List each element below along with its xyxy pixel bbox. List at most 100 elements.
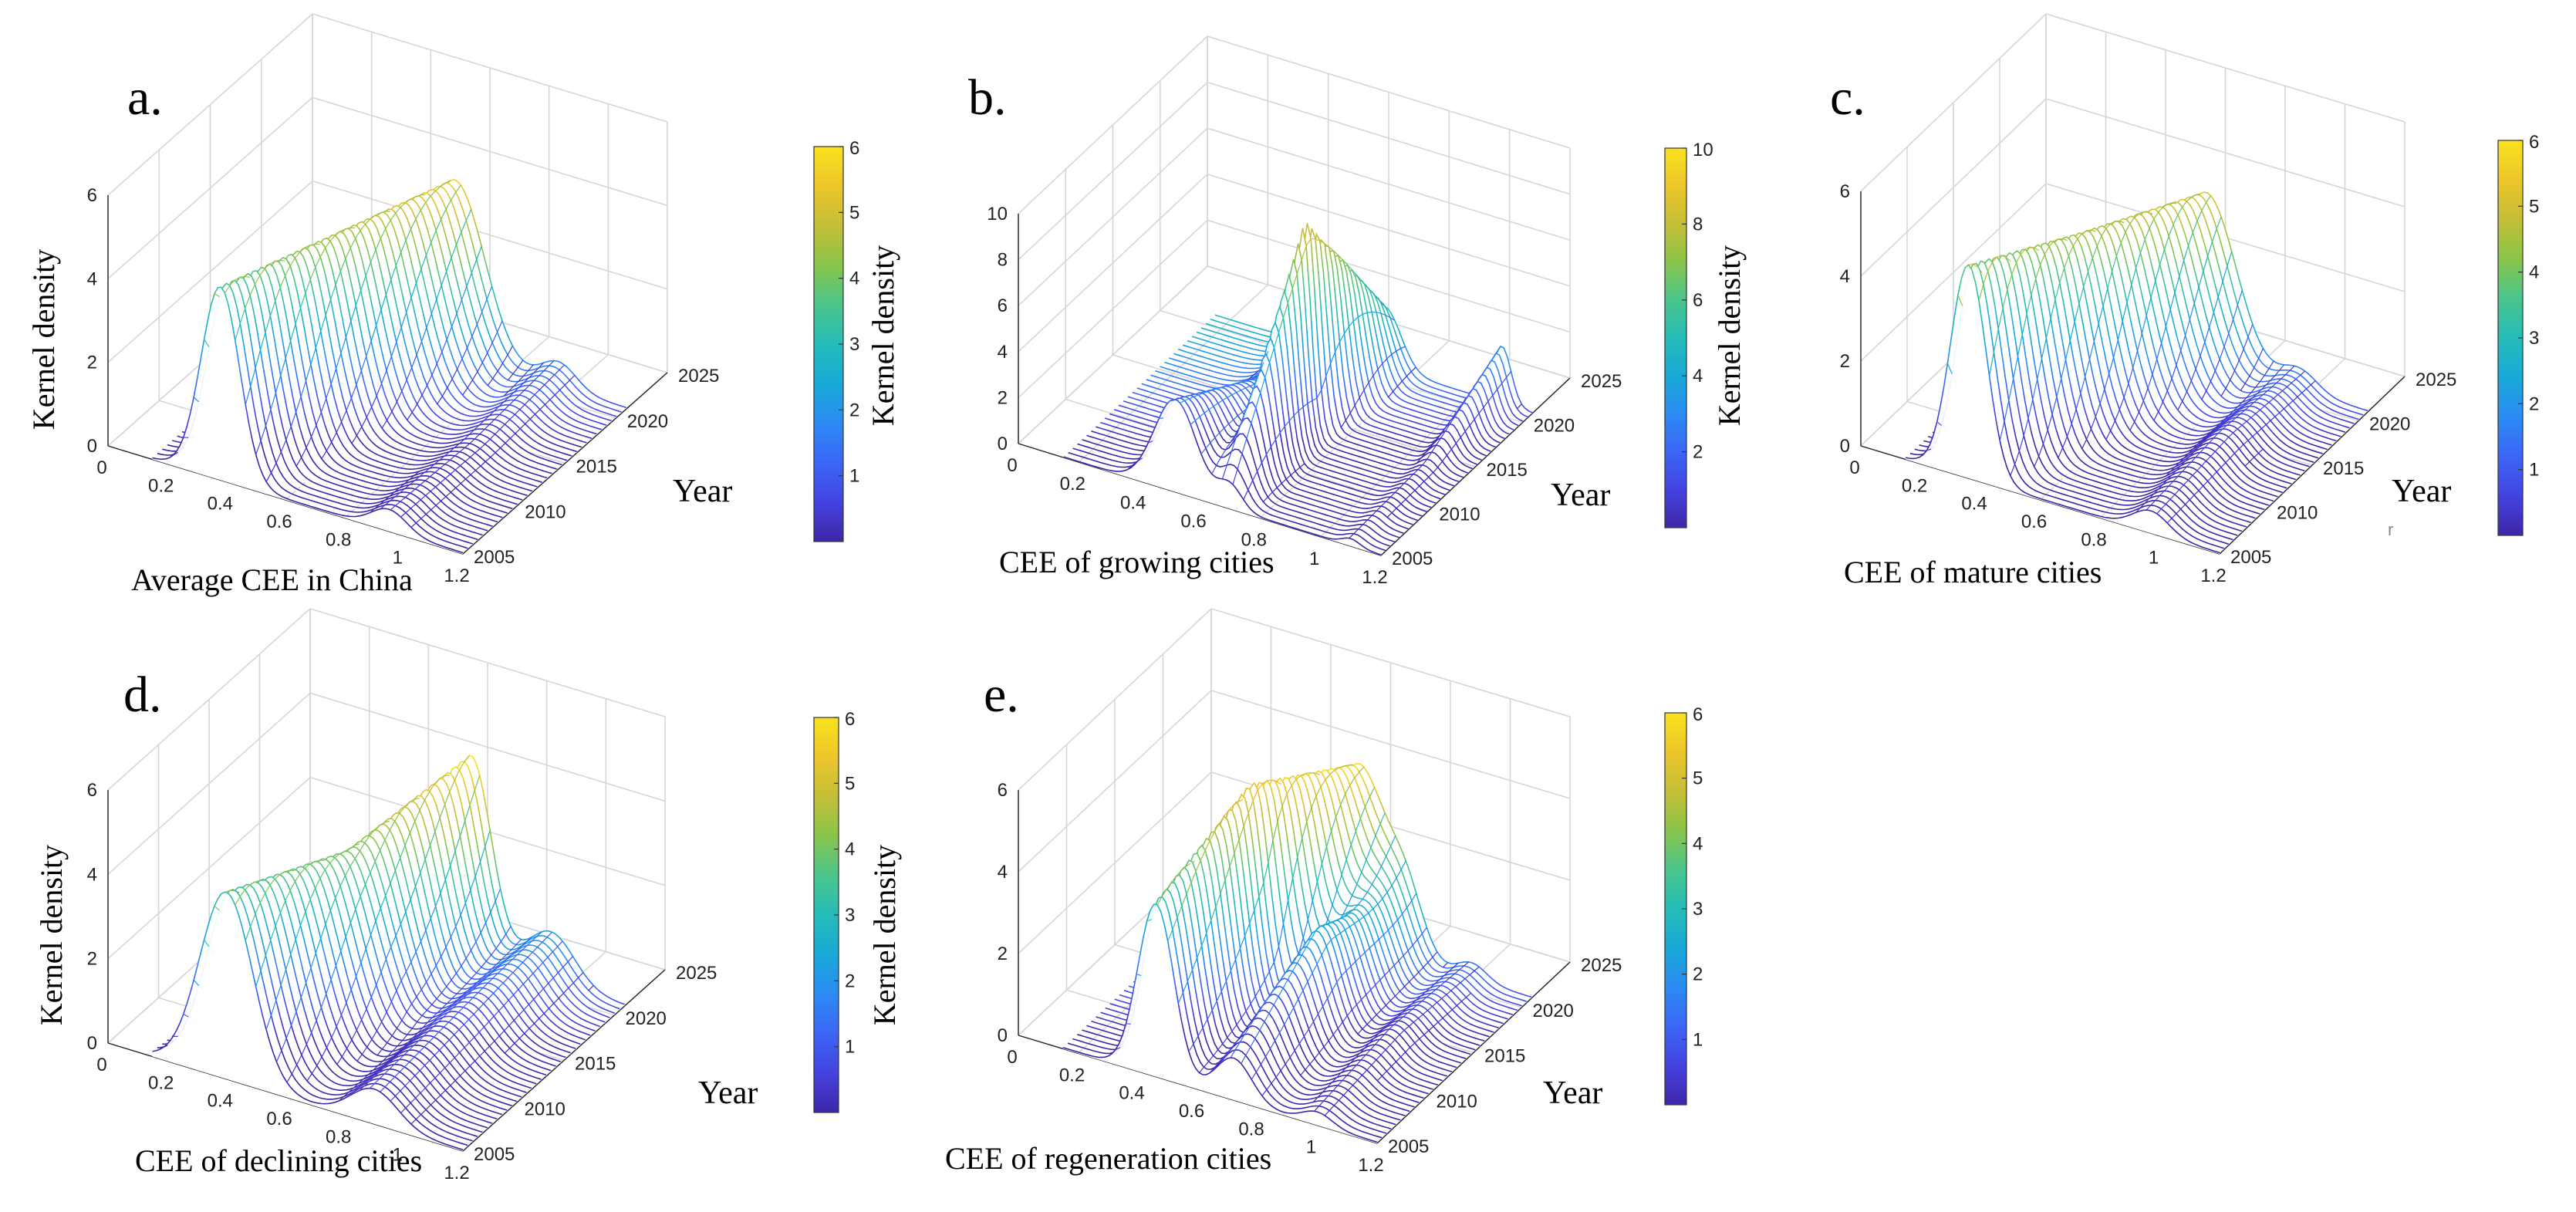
surface-rib-a xyxy=(426,374,433,386)
surface-rib-d xyxy=(470,876,476,890)
surface-rib-c xyxy=(2255,409,2260,414)
surface-rib-b xyxy=(1342,259,1349,265)
surface-rib-c xyxy=(2173,476,2179,482)
x-tick-e: 0.8 xyxy=(1238,1119,1264,1139)
surface-rib-b xyxy=(1436,437,1442,446)
surface-rib-c xyxy=(2120,231,2126,244)
surface-rib-e xyxy=(1234,947,1241,960)
surface-rib-e xyxy=(1292,856,1298,879)
surface-rib-b xyxy=(1406,371,1412,377)
surface-rib-d xyxy=(420,1109,427,1116)
surface-rib-c xyxy=(2195,356,2201,370)
surface-rib-d xyxy=(360,948,366,964)
surface-rib-a xyxy=(404,484,410,489)
surface-rib-b xyxy=(1274,432,1281,441)
surface-rib-a xyxy=(325,299,332,316)
z-tick-b: 0 xyxy=(998,434,1008,454)
surface-rib-b xyxy=(1401,376,1407,382)
surface-rib-b xyxy=(1335,342,1341,353)
surface-rib-a xyxy=(360,356,367,371)
surface-rib-c xyxy=(2169,467,2176,472)
surface-rib-d xyxy=(410,951,417,963)
surface-rib-a xyxy=(279,275,286,288)
surface-rib-d xyxy=(517,962,524,968)
y-tick-c: 2010 xyxy=(2277,503,2318,524)
surface-rib-c xyxy=(2187,474,2193,481)
surface-rib-c xyxy=(2206,455,2211,461)
surface-rib-e xyxy=(1396,1056,1402,1062)
surface-rib-a xyxy=(461,347,468,360)
surface-rib-a xyxy=(415,194,420,197)
surface-rib-e xyxy=(1380,1049,1386,1055)
surface-rib-d xyxy=(414,798,420,800)
surface-rib-e xyxy=(1460,978,1466,984)
surface-rib-d xyxy=(511,944,517,950)
surface-rib-a xyxy=(385,279,392,295)
surface-rib-c xyxy=(2212,429,2217,434)
surface-rib-d xyxy=(269,878,275,886)
surface-rib-a xyxy=(518,382,525,388)
surface-rib-c xyxy=(2179,484,2184,491)
surface-rib-b xyxy=(1213,403,1219,407)
surface-rib-d xyxy=(301,1044,307,1055)
surface-rib-c xyxy=(2176,465,2182,471)
surface-rib-c xyxy=(2153,211,2159,220)
surface-rib-d xyxy=(245,926,252,941)
surface-rib-a xyxy=(517,360,524,368)
surface-rib-a xyxy=(446,257,452,272)
colorbar-tick-b: 2 xyxy=(1693,442,1703,463)
x-tick-e: 0.4 xyxy=(1119,1083,1144,1104)
colorbar-tick-b: 10 xyxy=(1693,140,1713,160)
surface-rib-c xyxy=(2192,444,2198,450)
surface-rib-a xyxy=(375,238,381,250)
surface-rib-d xyxy=(421,1010,427,1016)
surface-rib-a xyxy=(420,495,427,501)
surface-rib-e xyxy=(1248,1019,1254,1028)
surface-rib-e xyxy=(1401,1008,1407,1013)
surface-rib-d xyxy=(395,1090,401,1097)
surface-rib-d xyxy=(454,1075,461,1082)
surface-rib-d xyxy=(528,973,534,980)
surface-rib-a xyxy=(370,325,377,342)
surface-rib-d xyxy=(461,983,468,990)
surface-mesh-c xyxy=(1905,191,2368,554)
surface-rib-c xyxy=(2198,271,2204,288)
surface-rib-e xyxy=(1254,1030,1261,1039)
surface-rib-a xyxy=(420,255,427,269)
surface-rib-c xyxy=(2238,405,2244,410)
surface-rib-d xyxy=(491,964,498,970)
surface-rib-d xyxy=(300,982,307,998)
surface-rib-b xyxy=(1464,424,1470,432)
surface-rib-a xyxy=(264,263,271,269)
surface-rib-c xyxy=(2050,299,2056,319)
surface-rib-d xyxy=(394,812,400,822)
surface-rib-a xyxy=(275,259,280,262)
y-axis-a xyxy=(462,372,668,555)
surface-rib-a xyxy=(513,387,519,393)
surface-rib-d xyxy=(376,1048,383,1056)
surface-rib-e xyxy=(1345,965,1352,971)
surface-rib-e xyxy=(1389,965,1395,971)
surface-rib-e xyxy=(1425,987,1431,993)
surface-rib-a xyxy=(193,397,200,403)
surface-rib-c xyxy=(2159,490,2165,496)
surface-rib-d xyxy=(385,947,392,960)
surface-rib-c xyxy=(2228,410,2233,416)
surface-rib-c xyxy=(2066,423,2072,437)
surface-rib-c xyxy=(2179,457,2184,464)
surface-rib-e xyxy=(1182,981,1188,993)
surface-rib-c xyxy=(2210,370,2216,382)
surface-rib-d xyxy=(260,955,266,971)
surface-rib-d xyxy=(454,769,461,781)
surface-rib-c xyxy=(2255,381,2260,388)
surface-rib-a xyxy=(444,451,450,457)
surface-rib-d xyxy=(478,987,484,994)
surface-rib-a xyxy=(285,340,292,359)
y-axis-title-b: Year xyxy=(1551,478,1610,513)
surface-rib-d xyxy=(415,1092,421,1099)
surface-rib-d xyxy=(493,987,499,994)
surface-rib-b xyxy=(1216,457,1222,466)
surface-rib-a xyxy=(306,437,312,448)
surface-rib-b xyxy=(1211,465,1217,474)
surface-rib-e xyxy=(1370,984,1376,991)
